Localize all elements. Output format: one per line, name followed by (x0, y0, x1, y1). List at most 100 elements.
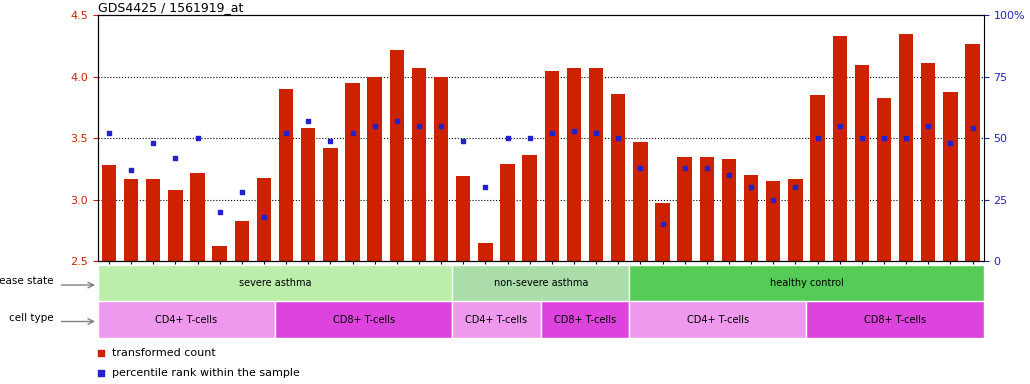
Point (876, 135, 892, 141)
Text: healthy control: healthy control (769, 278, 844, 288)
Bar (877, 98, 891, 261)
Bar (434, 77, 448, 261)
Bar (501, 164, 515, 261)
Bar (943, 91, 958, 261)
Bar (699, 157, 714, 261)
Bar (611, 94, 625, 261)
Point (810, 135, 826, 141)
Point (234, 189, 250, 195)
Text: CD4+ T-cells: CD4+ T-cells (687, 314, 749, 325)
Bar (633, 142, 648, 261)
Bar (124, 179, 138, 261)
Bar (323, 148, 338, 261)
Point (455, 137, 472, 144)
Point (411, 123, 427, 129)
Point (964, 125, 981, 131)
Bar (102, 165, 116, 261)
Bar (279, 89, 294, 261)
Bar (921, 63, 935, 261)
Bar (456, 176, 471, 261)
Point (632, 165, 649, 171)
Point (721, 172, 737, 178)
Point (433, 123, 449, 129)
Bar (368, 77, 382, 261)
Bar (678, 157, 692, 261)
Text: GDS4425 / 1561919_at: GDS4425 / 1561919_at (98, 1, 243, 14)
Point (942, 140, 959, 146)
Bar (389, 50, 404, 261)
Bar (629, 265, 984, 301)
Point (500, 135, 516, 141)
Point (344, 130, 360, 136)
Text: CD4+ T-cells: CD4+ T-cells (156, 314, 217, 325)
Point (544, 130, 560, 136)
Text: CD8+ T-cells: CD8+ T-cells (864, 314, 926, 325)
Bar (452, 301, 541, 338)
Bar (256, 177, 271, 261)
Bar (566, 68, 581, 261)
Point (588, 130, 605, 136)
Text: CD8+ T-cells: CD8+ T-cells (333, 314, 394, 325)
Bar (168, 190, 182, 261)
Point (698, 165, 715, 171)
Point (211, 209, 228, 215)
Bar (655, 204, 670, 261)
Bar (452, 265, 629, 301)
Point (831, 123, 848, 129)
Bar (98, 265, 452, 301)
Text: cell type: cell type (9, 313, 54, 323)
Text: percentile rank within the sample: percentile rank within the sample (112, 368, 300, 378)
Bar (806, 301, 984, 338)
Point (898, 135, 915, 141)
Text: severe asthma: severe asthma (239, 278, 311, 288)
Bar (345, 83, 359, 261)
Bar (811, 95, 825, 261)
Point (190, 135, 206, 141)
Bar (275, 301, 452, 338)
Point (255, 214, 272, 220)
Bar (212, 247, 227, 261)
Point (93, 370, 109, 376)
Text: CD4+ T-cells: CD4+ T-cells (466, 314, 527, 325)
Bar (589, 68, 604, 261)
Point (787, 184, 803, 190)
Bar (191, 173, 205, 261)
Point (101, 130, 117, 136)
Point (145, 140, 162, 146)
Point (654, 221, 671, 227)
Point (278, 130, 295, 136)
Bar (235, 220, 249, 261)
Bar (832, 36, 847, 261)
Point (920, 123, 936, 129)
Point (477, 184, 493, 190)
Bar (766, 181, 781, 261)
Bar (965, 44, 980, 261)
Bar (146, 179, 161, 261)
Point (300, 118, 316, 124)
Point (610, 135, 626, 141)
Point (123, 167, 139, 173)
Point (367, 123, 383, 129)
Point (743, 184, 759, 190)
Bar (744, 175, 758, 261)
Point (167, 155, 183, 161)
Bar (629, 301, 806, 338)
Text: CD8+ T-cells: CD8+ T-cells (554, 314, 616, 325)
Text: non-severe asthma: non-severe asthma (493, 278, 588, 288)
Bar (98, 301, 275, 338)
Bar (788, 179, 802, 261)
Point (765, 197, 782, 203)
Point (93, 349, 109, 356)
Bar (545, 71, 559, 261)
Bar (722, 159, 736, 261)
Point (322, 137, 339, 144)
Bar (899, 34, 914, 261)
Bar (855, 65, 869, 261)
Point (854, 135, 870, 141)
Text: transformed count: transformed count (112, 348, 215, 358)
Point (521, 135, 538, 141)
Bar (541, 301, 629, 338)
Point (677, 165, 693, 171)
Text: disease state: disease state (0, 276, 54, 286)
Bar (301, 128, 315, 261)
